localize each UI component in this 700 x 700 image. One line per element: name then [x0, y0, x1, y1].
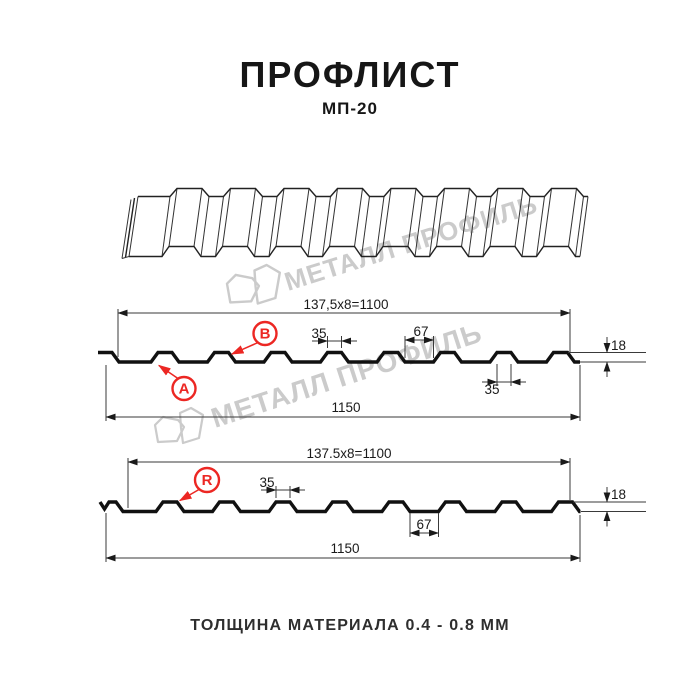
model-subtitle: МП-20 [322, 99, 378, 118]
brand-logo-icon [225, 263, 282, 305]
svg-text:137,5x8=1100: 137,5x8=1100 [304, 297, 389, 312]
svg-text:1150: 1150 [331, 400, 360, 415]
svg-text:137.5x8=1100: 137.5x8=1100 [307, 446, 392, 461]
page-title: ПРОФЛИСТ [239, 54, 461, 95]
watermark-text: МЕТАЛЛ ПРОФИЛЬ [281, 189, 542, 297]
dim-crest-width-underside: 35 [482, 364, 526, 397]
side-label-b: B [230, 320, 278, 355]
svg-text:18: 18 [611, 338, 626, 353]
brand-logo-icon [153, 406, 205, 445]
svg-text:35: 35 [311, 326, 326, 341]
svg-text:1150: 1150 [330, 541, 359, 556]
dim-module-width-bottom: 137.5x8=1100 [127, 446, 571, 508]
svg-text:35: 35 [484, 382, 499, 397]
dim-crest-width-bottom: 35 [259, 475, 305, 498]
dim-valley-width-bottom: 67 [409, 513, 439, 537]
dim-crest-width-top: 35 [311, 326, 357, 348]
profile-bottom-outline [98, 500, 581, 514]
dim-height-bottom: 18 [573, 487, 646, 527]
svg-text:18: 18 [611, 487, 626, 502]
dim-overall-width-bottom: 1150 [105, 513, 581, 562]
dim-module-width-top: 137,5x8=1100 [117, 297, 571, 357]
material-thickness-note: ТОЛЩИНА МАТЕРИАЛА 0.4 - 0.8 ММ [190, 617, 510, 634]
side-label-r: R [178, 466, 221, 502]
svg-text:R: R [202, 472, 213, 489]
svg-text:67: 67 [416, 517, 431, 532]
svg-text:67: 67 [413, 324, 428, 339]
svg-text:35: 35 [259, 475, 274, 490]
dim-overall-width-top: 1150 [105, 365, 581, 421]
svg-text:B: B [260, 326, 271, 343]
profile-top-outline [98, 350, 580, 364]
watermark-text: МЕТАЛЛ ПРОФИЛЬ [207, 317, 486, 434]
svg-text:A: A [179, 381, 190, 398]
perspective-sheet [121, 187, 589, 259]
side-label-a: A [157, 364, 197, 402]
dim-valley-width-top: 67 [404, 324, 434, 358]
profile-bottom-drawing: 137.5x8=1100 1150 35 67 [98, 446, 646, 562]
dim-height-top: 18 [568, 337, 646, 377]
profile-top-drawing: 137,5x8=1100 1150 35 67 [98, 297, 646, 421]
